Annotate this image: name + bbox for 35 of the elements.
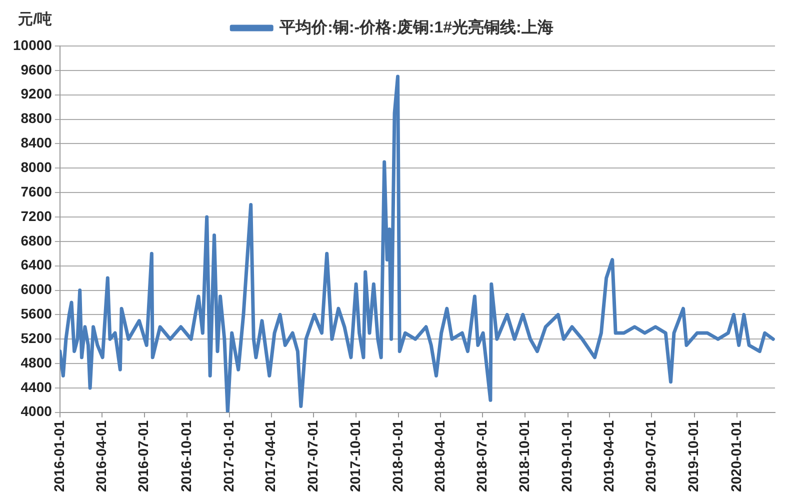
- x-tick-label: 2018-01-01: [390, 420, 406, 492]
- x-tick-label: 2019-01-01: [558, 420, 575, 492]
- x-tick-label: 2016-07-01: [135, 420, 152, 492]
- y-tick-label: 9200: [20, 86, 52, 102]
- y-tick-label: 7600: [20, 183, 52, 200]
- x-tick-label: 2019-10-01: [685, 420, 702, 492]
- y-tick-label: 4000: [20, 403, 52, 420]
- y-tick-label: 6800: [20, 232, 52, 248]
- x-tick-label: 2018-04-01: [431, 420, 448, 492]
- x-tick-label: 2018-10-01: [516, 420, 532, 492]
- x-tick-label: 2017-10-01: [346, 420, 363, 492]
- y-tick-label: 8800: [20, 110, 52, 126]
- y-tick-label: 4800: [20, 354, 52, 370]
- x-tick-label: 2016-01-01: [50, 420, 67, 492]
- y-tick-label: 10000: [12, 36, 52, 53]
- y-tick-label: 5200: [20, 330, 52, 346]
- x-tick-label: 2017-07-01: [304, 420, 320, 492]
- y-tick-label: 6000: [20, 281, 52, 298]
- x-tick-label: 2019-04-01: [600, 420, 616, 492]
- y-axis-title: 元/吨: [17, 11, 52, 28]
- y-tick-label: 7200: [20, 208, 52, 224]
- x-tick-label: 2016-04-01: [92, 420, 109, 492]
- x-tick-label: 2018-07-01: [473, 420, 490, 492]
- y-tick-label: 6400: [20, 256, 52, 273]
- y-tick-label: 8000: [20, 158, 52, 175]
- x-tick-label: 2017-04-01: [262, 420, 278, 492]
- y-tick-label: 5600: [20, 306, 52, 322]
- x-tick-label: 2019-07-01: [642, 420, 659, 492]
- x-tick-label: 2017-01-01: [220, 420, 236, 492]
- y-tick-label: 8400: [20, 134, 52, 151]
- x-tick-label: 2020-01-01: [728, 420, 744, 492]
- legend-label: 平均价:铜:-价格:废铜:1#光亮铜线:上海: [278, 17, 554, 36]
- y-tick-label: 9600: [20, 61, 52, 78]
- y-tick-label: 4400: [20, 378, 52, 395]
- x-tick-label: 2016-10-01: [178, 420, 194, 492]
